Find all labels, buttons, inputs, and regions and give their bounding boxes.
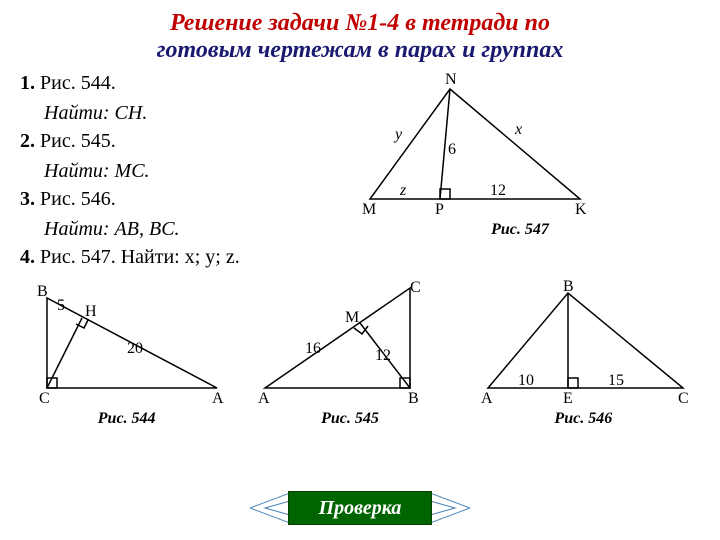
label-15: 15 <box>608 372 624 389</box>
figure-544-wrap: B H C A 5 20 Рис. 544 <box>27 278 227 428</box>
figures-row: B H C A 5 20 Рис. 544 C M A B 16 <box>20 278 700 428</box>
label-10: 10 <box>518 372 534 389</box>
label-12: 12 <box>375 347 391 364</box>
caption-546: Рис. 546 <box>473 410 693 428</box>
task-ref: Рис. 547. Найти: x; y; z. <box>40 246 240 268</box>
task-find-1: Найти: CH. <box>20 99 320 127</box>
title-line-1: Решение задачи №1-4 в тетради по <box>20 10 700 37</box>
task-num: 2. <box>20 130 35 152</box>
label-B: B <box>408 390 419 407</box>
label-K: K <box>575 201 587 218</box>
label-H: H <box>85 303 97 320</box>
label-6: 6 <box>448 141 456 158</box>
caption-547: Рис. 547 <box>340 221 700 239</box>
task-ref: Рис. 546. <box>40 188 116 210</box>
label-16: 16 <box>305 340 321 357</box>
label-C: C <box>410 279 421 296</box>
task-1: 1. Рис. 544. <box>20 69 320 97</box>
figure-547: N M P K y x z 6 12 <box>340 69 600 219</box>
arrow-left-icon <box>250 491 290 525</box>
figure-547-area: N M P K y x z 6 12 Рис. 547 <box>340 69 700 273</box>
task-3: 3. Рис. 546. <box>20 185 320 213</box>
button-row: Проверка <box>0 491 720 525</box>
figure-546-wrap: B A E C 10 15 Рис. 546 <box>473 278 693 428</box>
task-num: 3. <box>20 188 35 210</box>
task-find-2: Найти: MC. <box>20 157 320 185</box>
label-z: z <box>399 182 407 199</box>
label-C: C <box>678 390 689 407</box>
task-2: 2. Рис. 545. <box>20 127 320 155</box>
label-y: y <box>393 126 403 143</box>
task-ref: Рис. 544. <box>40 72 116 94</box>
task-list: 1. Рис. 544. Найти: CH. 2. Рис. 545. Най… <box>20 69 320 273</box>
title-line-2: готовым чертежам в парах и группах <box>20 37 700 64</box>
label-N: N <box>445 71 457 88</box>
task-num: 4. <box>20 246 35 268</box>
figure-544: B H C A 5 20 <box>27 278 227 408</box>
arrow-right-icon <box>430 491 470 525</box>
label-B: B <box>563 278 574 295</box>
label-20: 20 <box>127 340 143 357</box>
label-C: C <box>39 390 50 407</box>
label-A: A <box>212 390 224 407</box>
task-find-3: Найти: AB, BC. <box>20 215 320 243</box>
task-num: 1. <box>20 72 35 94</box>
label-5: 5 <box>57 297 65 314</box>
label-M: M <box>345 309 359 326</box>
label-B: B <box>37 283 48 300</box>
label-12: 12 <box>490 182 506 199</box>
figure-546: B A E C 10 15 <box>473 278 693 408</box>
check-button[interactable]: Проверка <box>288 491 433 525</box>
caption-545: Рис. 545 <box>250 410 450 428</box>
figure-545-wrap: C M A B 16 12 Рис. 545 <box>250 278 450 428</box>
label-x: x <box>514 121 522 138</box>
task-ref: Рис. 545. <box>40 130 116 152</box>
label-P: P <box>435 201 444 218</box>
label-A: A <box>481 390 493 407</box>
caption-544: Рис. 544 <box>27 410 227 428</box>
content-area: 1. Рис. 544. Найти: CH. 2. Рис. 545. Най… <box>20 69 700 273</box>
task-4: 4. Рис. 547. Найти: x; y; z. <box>20 243 320 271</box>
label-E: E <box>563 390 573 407</box>
label-M: M <box>362 201 376 218</box>
label-A: A <box>258 390 270 407</box>
figure-545: C M A B 16 12 <box>250 278 450 408</box>
